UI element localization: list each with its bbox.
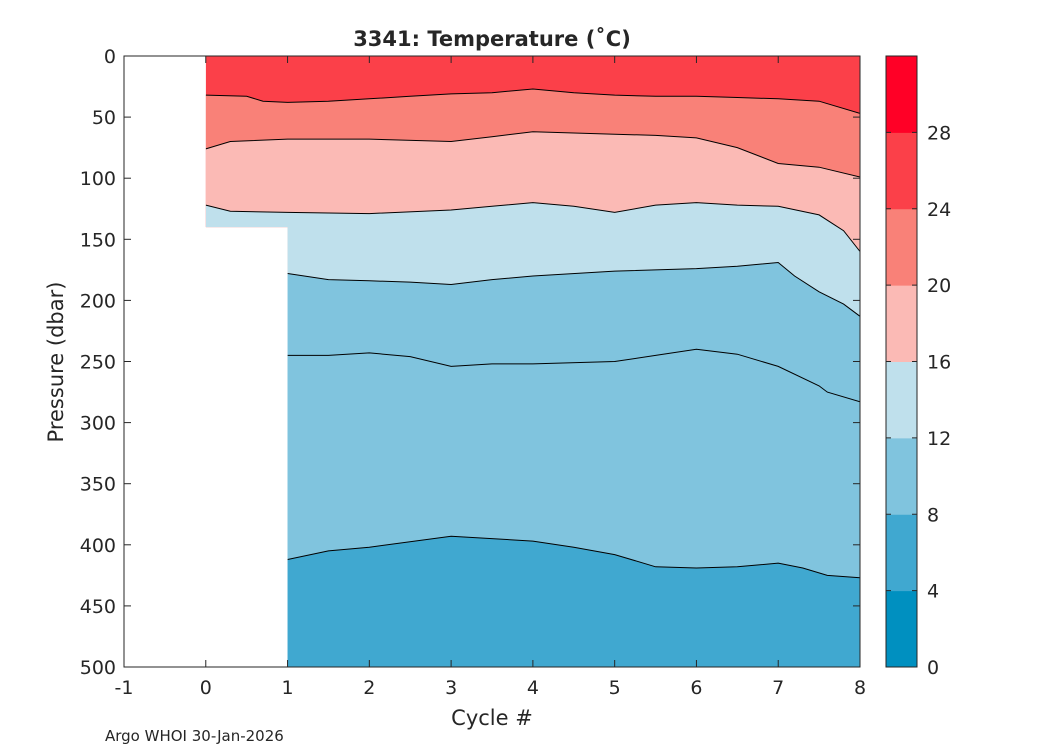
isotherm-24 [205, 88, 860, 114]
colorbar-bin [886, 590, 917, 668]
x-tick-label: 0 [200, 677, 212, 699]
x-tick-label: 4 [527, 677, 539, 699]
colorbar-tick-label: 20 [927, 275, 951, 297]
y-tick-label: 100 [80, 168, 116, 190]
y-tick-label: 150 [80, 229, 116, 251]
colorbar-tick-label: 12 [927, 428, 951, 450]
y-axis-label: Pressure (dbar) [44, 282, 68, 443]
y-tick-label: 450 [80, 596, 116, 618]
x-tick-label: -1 [115, 677, 134, 699]
isotherm-10 [287, 348, 860, 403]
x-axis: -1 0 1 2 3 4 5 6 7 8 [115, 56, 866, 699]
colorbar-bin [886, 132, 917, 210]
colorbar-tick-label: 4 [927, 581, 939, 603]
isotherm-16 [205, 202, 860, 252]
colorbar-bin [886, 56, 917, 133]
y-tick-label: 250 [80, 352, 116, 374]
colorbar-tick-label: 8 [927, 504, 939, 526]
y-tick-label: 400 [80, 535, 116, 557]
isotherm-8 [287, 535, 860, 579]
x-tick-label: 1 [282, 677, 294, 699]
colorbar-bin [886, 285, 917, 362]
contour-bands [205, 56, 860, 667]
colorbar-tick-label: 28 [927, 122, 951, 144]
footer-credit: Argo WHOI 30-Jan-2026 [105, 727, 284, 745]
y-tick-label: 500 [80, 657, 116, 679]
colorbar-tick-label: 24 [927, 199, 951, 221]
x-tick-label: 3 [445, 677, 457, 699]
colorbar-tick-label: 0 [927, 657, 939, 679]
colorbar-bin [886, 361, 917, 439]
x-tick-label: 2 [363, 677, 375, 699]
colorbar-bin [886, 208, 917, 286]
colorbar-bin [886, 514, 917, 592]
contour-lines [205, 88, 860, 579]
y-axis: 0 50 100 150 200 250 300 350 400 450 500 [80, 46, 860, 679]
isotherm-12 [287, 261, 860, 317]
colorbar-bin [886, 437, 917, 515]
colorbar-tick-label: 16 [927, 352, 951, 374]
y-tick-label: 50 [92, 107, 116, 129]
y-tick-label: 0 [104, 46, 116, 68]
y-tick-label: 300 [80, 413, 116, 435]
chart-title: 3341: Temperature (˚C) [353, 27, 631, 51]
x-tick-label: 5 [609, 677, 621, 699]
x-tick-label: 6 [690, 677, 702, 699]
band-below-8 [287, 536, 860, 667]
x-axis-label: Cycle # [451, 706, 533, 730]
isotherm-20 [205, 131, 860, 178]
y-tick-label: 200 [80, 290, 116, 312]
plot-area [123, 55, 861, 668]
x-tick-label: 8 [854, 677, 866, 699]
y-tick-label: 350 [80, 474, 116, 496]
colorbar: 0 4 8 12 16 20 24 28 [885, 55, 951, 679]
x-tick-label: 7 [772, 677, 784, 699]
